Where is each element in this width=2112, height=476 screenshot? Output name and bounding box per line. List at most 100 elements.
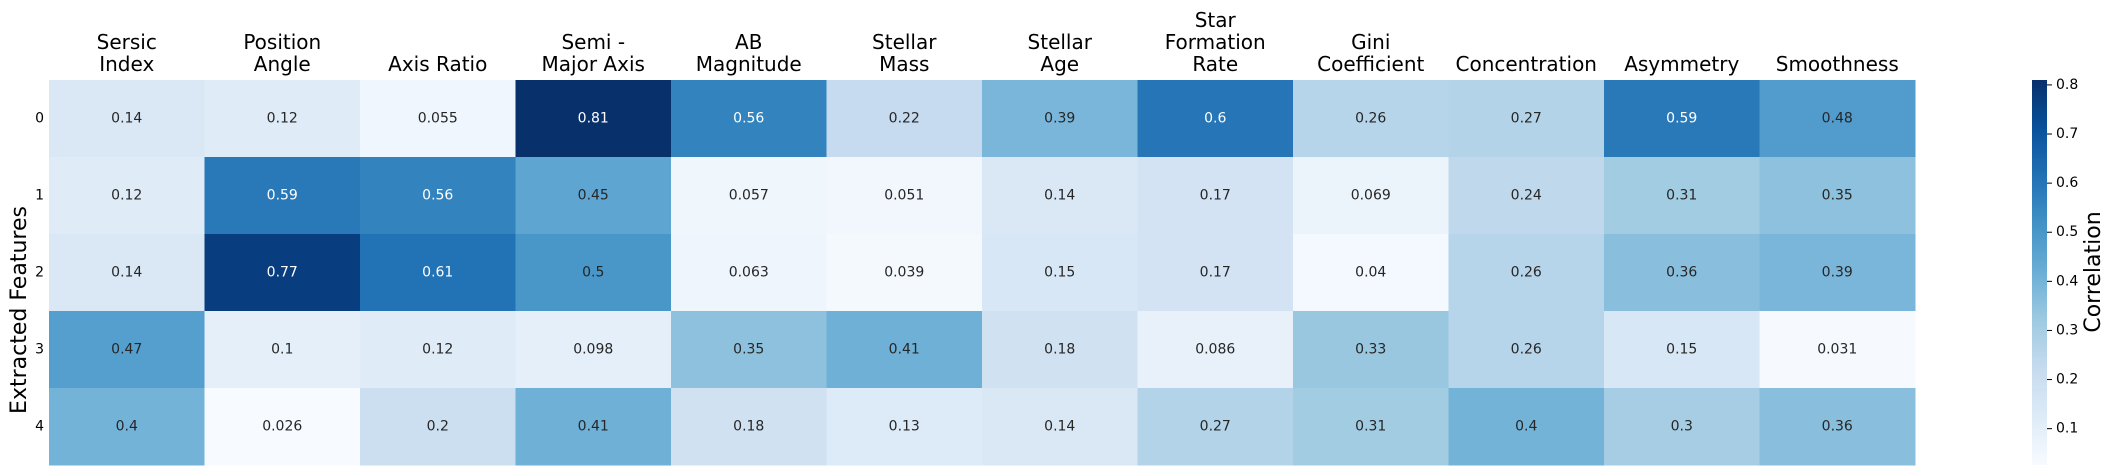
cell-value-label: 0.04 — [1355, 265, 1386, 281]
cell-value-label: 0.35 — [733, 342, 764, 358]
colorbar-tick-label: 0.2 — [2056, 372, 2078, 388]
cell-value-label: 0.33 — [1355, 342, 1386, 358]
colorbar-label: Correlation — [2081, 211, 2106, 332]
heatmap-cell — [1448, 388, 1605, 466]
heatmap-cell — [49, 388, 205, 466]
column-label: Rate — [1192, 52, 1238, 76]
cell-value-label: 0.31 — [1666, 188, 1697, 204]
heatmap-cell — [360, 388, 516, 466]
cell-value-label: 0.17 — [1200, 188, 1231, 204]
cell-value-label: 0.77 — [267, 265, 298, 281]
heatmap-cell — [1448, 234, 1605, 312]
heatmap-cell — [49, 157, 205, 235]
cell-value-label: 0.14 — [1044, 188, 1075, 204]
column-label: Axis Ratio — [388, 52, 487, 76]
colorbar-tick-label: 0.5 — [2056, 224, 2078, 240]
cell-value-label: 0.48 — [1822, 111, 1853, 127]
cell-value-label: 0.18 — [733, 419, 764, 435]
row-label: 4 — [35, 419, 44, 435]
column-label: Gini — [1351, 30, 1390, 54]
heatmap-cell — [826, 234, 983, 312]
cell-value-label: 0.18 — [1044, 342, 1075, 358]
heatmap-cell — [204, 311, 361, 389]
cell-value-label: 0.59 — [1666, 111, 1697, 127]
cell-value-label: 0.61 — [422, 265, 453, 281]
heatmap-cell — [515, 157, 672, 235]
cell-value-label: 0.086 — [1195, 342, 1235, 358]
cell-value-label: 0.41 — [889, 342, 920, 358]
row-label: 3 — [35, 342, 44, 358]
cell-value-label: 0.26 — [1355, 111, 1386, 127]
cell-value-label: 0.39 — [1044, 111, 1075, 127]
heatmap-cell — [1604, 157, 1760, 235]
cell-value-label: 0.039 — [884, 265, 924, 281]
colorbar-tick-label: 0.8 — [2056, 77, 2078, 93]
column-label: Stellar — [872, 30, 937, 54]
heatmap-cell — [360, 234, 516, 312]
heatmap-cell — [515, 388, 672, 466]
heatmap-cell — [360, 80, 516, 158]
cell-value-label: 0.31 — [1355, 419, 1386, 435]
heatmap-cells: 0.14 0.12 0.055 0.81 0.56 0.22 0.39 0.6 0.26 0.27… — [49, 80, 1916, 466]
column-label: Stellar — [1028, 30, 1093, 54]
heatmap-cell — [1759, 157, 1916, 235]
heatmap-cell — [826, 80, 983, 158]
cell-value-label: 0.45 — [578, 188, 609, 204]
column-label: Mass — [879, 52, 929, 76]
cell-value-label: 0.6 — [1204, 111, 1226, 127]
heatmap-cell — [1293, 80, 1449, 158]
cell-value-label: 0.3 — [1671, 419, 1693, 435]
heatmap-cell — [671, 157, 827, 235]
column-label: Star — [1195, 8, 1237, 32]
heatmap-cell — [1293, 157, 1449, 235]
cell-value-label: 0.14 — [111, 111, 142, 127]
cell-value-label: 0.59 — [267, 188, 298, 204]
heatmap-cell — [982, 234, 1138, 312]
heatmap-cell — [204, 388, 361, 466]
y-axis-label: Extracted Features — [7, 206, 32, 414]
cell-value-label: 0.56 — [733, 111, 764, 127]
heatmap-cell — [1759, 80, 1916, 158]
heatmap-cell — [982, 80, 1138, 158]
heatmap-cell — [1604, 311, 1760, 389]
column-label: Position — [243, 30, 321, 54]
cell-value-label: 0.12 — [267, 111, 298, 127]
column-label: Concentration — [1456, 52, 1597, 76]
cell-value-label: 0.17 — [1200, 265, 1231, 281]
column-label: Angle — [254, 52, 311, 76]
cell-value-label: 0.14 — [1044, 419, 1075, 435]
heatmap-cell — [515, 80, 672, 158]
cell-value-label: 0.22 — [889, 111, 920, 127]
heatmap-cell — [204, 157, 361, 235]
cell-value-label: 0.15 — [1044, 265, 1075, 281]
cell-value-label: 0.15 — [1666, 342, 1697, 358]
heatmap-cell — [1448, 311, 1605, 389]
cell-value-label: 0.13 — [889, 419, 920, 435]
cell-value-label: 0.098 — [573, 342, 613, 358]
heatmap-cell — [1137, 80, 1294, 158]
heatmap-cell — [671, 311, 827, 389]
heatmap-cell — [1759, 311, 1916, 389]
column-label: Major Axis — [542, 52, 645, 76]
heatmap-cell — [671, 234, 827, 312]
heatmap-cell — [1293, 234, 1449, 312]
cell-value-label: 0.36 — [1822, 419, 1853, 435]
column-label: Smoothness — [1776, 52, 1899, 76]
cell-value-label: 0.56 — [422, 188, 453, 204]
heatmap-cell — [982, 388, 1138, 466]
cell-value-label: 0.47 — [111, 342, 142, 358]
heatmap-cell — [1137, 157, 1294, 235]
column-label: Sersic — [97, 30, 157, 54]
heatmap-cell — [515, 234, 672, 312]
cell-value-label: 0.2 — [427, 419, 449, 435]
cell-value-label: 0.81 — [578, 111, 609, 127]
colorbar-ticks: 0.1 0.2 0.3 0.4 0.5 0.6 0.7 0.8 — [2047, 77, 2078, 437]
heatmap-cell — [1604, 388, 1760, 466]
column-label: Age — [1040, 52, 1079, 76]
cell-value-label: 0.41 — [578, 419, 609, 435]
heatmap-cell — [982, 311, 1138, 389]
heatmap-cell — [826, 157, 983, 235]
heatmap-cell — [1137, 234, 1294, 312]
cell-value-label: 0.4 — [1515, 419, 1537, 435]
